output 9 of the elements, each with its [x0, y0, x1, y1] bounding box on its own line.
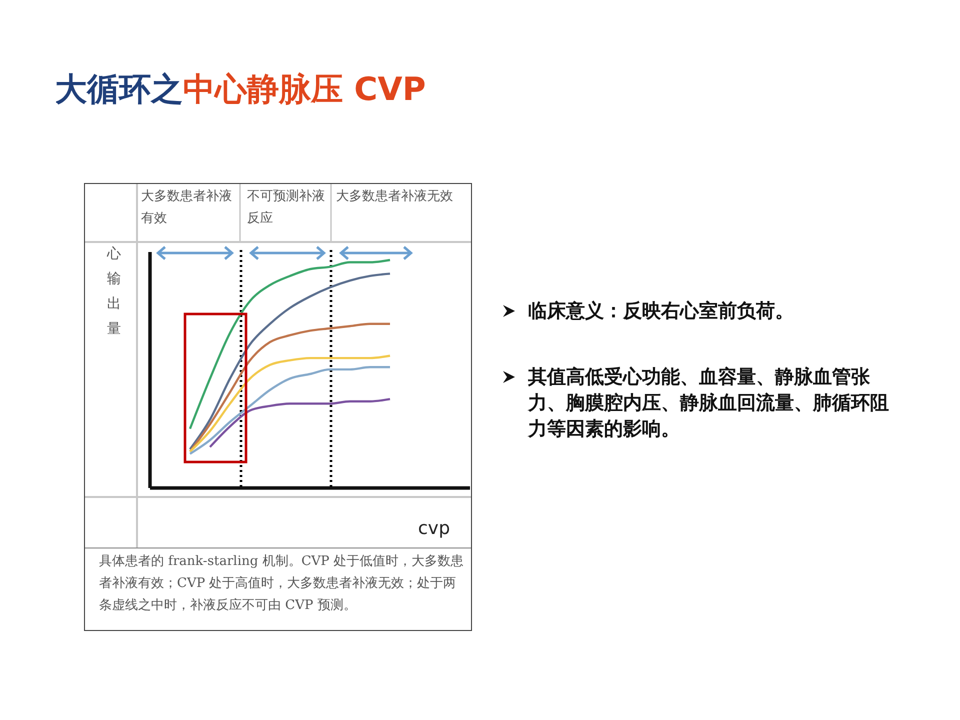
text: 临床意义：反映右心室前负荷。 [528, 299, 795, 324]
text: 不可预测补液反应 [247, 188, 326, 228]
text: 具体患者的 frank-starling 机制。CVP 处于低值时，大多数患者补液有效；CVP 处于高值时，大多数患者补液无效；处于两条虚线之中时，补液反应不可由 CVP 预测。 [99, 553, 465, 615]
text: 大多数患者补液有效 [141, 188, 233, 228]
chart-title: 大循环之中心静脉压 CVP [55, 70, 426, 108]
y-axis-title: 心输出量 [106, 246, 121, 337]
text: 大多数患者补液无效 [336, 188, 454, 206]
x-axis-title: cvp [418, 518, 450, 539]
text: 其值高低受心功能、血容量、静脉血管张力、胸膜腔内压、静脉血回流量、肺循环阻力等因素的影响。 [528, 365, 890, 442]
